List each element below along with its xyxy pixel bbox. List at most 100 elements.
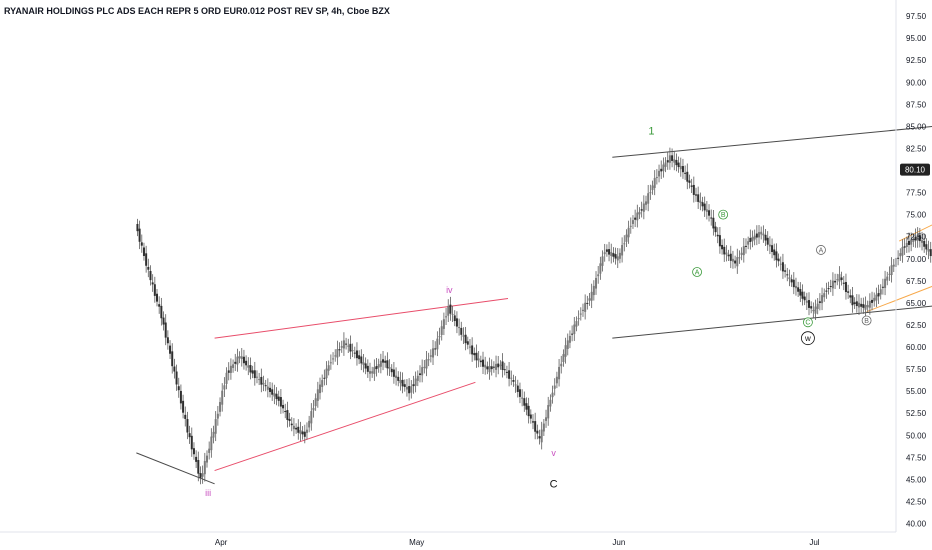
candle-body [503,369,506,371]
candle-body [177,386,180,391]
candle-body [603,252,606,255]
candle-body [768,244,771,247]
candle-body [527,405,530,417]
candle-body [601,256,604,266]
candle-body [186,419,189,433]
y-tick-label: 62.50 [906,321,927,330]
candle-body [821,295,824,304]
candle-body [599,263,602,274]
candle-body [629,225,632,227]
candle-body [460,327,463,335]
candle-body [575,321,578,327]
candle-body [751,236,754,242]
candle-body [749,237,752,243]
candle-body [140,242,143,246]
candle-body [334,355,337,357]
candle-body [314,398,317,407]
wave-label: A [819,247,824,254]
candle-body [147,266,150,270]
candle-body [529,414,532,419]
far-left-line-line[interactable] [136,452,215,485]
candle-body [349,343,352,352]
candle-body [655,177,658,179]
x-tick-label: May [409,538,424,547]
candle-body [740,252,743,255]
candle-body [501,361,504,370]
candle-body [453,315,456,322]
candle-body [260,376,263,385]
candle-body [760,231,763,235]
current-price-badge [900,163,930,176]
candle-body [195,456,198,462]
candle-body [747,241,750,245]
candle-body [214,419,217,434]
candle-body [888,273,891,275]
candle-body [531,421,534,423]
main-channel-lower-line[interactable] [612,237,932,339]
candle-body [725,252,728,255]
candle-body [558,366,561,380]
candle-body [612,253,615,257]
candle-body [860,303,863,307]
candle-body [779,263,782,265]
candle-body [866,305,869,308]
candle-body [397,376,400,381]
candle-body [831,280,834,289]
candle-body [668,155,671,163]
candle-body [164,322,167,338]
time-axis[interactable]: AprMayJunJulAugSep1422Oct1220Nov16Dec [0,531,932,547]
wave-label-circle [861,315,872,326]
candle-body [438,336,441,338]
candle-body [844,282,847,293]
candle-body [910,239,913,245]
price-axis[interactable]: 97.5095.0092.5090.0087.5085.0082.5080.00… [895,0,930,532]
candle-body [610,252,613,256]
candle-body [514,384,517,386]
candle-body [581,309,584,312]
candle-body [710,217,713,219]
candle-body [488,365,491,373]
candle-body [712,217,715,229]
candle-body [857,302,860,308]
triangle-upper-line[interactable] [214,297,509,339]
candle-body [847,291,850,293]
orange-channel-lower-line[interactable] [866,171,932,313]
candle-body [449,304,452,314]
candle-body [145,253,148,266]
y-tick-label: 97.50 [906,12,927,21]
candle-body [464,334,467,344]
wave-label: B [721,212,726,219]
candle-body [794,285,797,289]
candle-body [412,384,415,387]
candle-body [327,365,330,371]
candle-body [773,249,776,256]
triangle-lower-line[interactable] [214,381,476,472]
candle-body [408,386,411,394]
candle-body [649,192,652,194]
candle-body [799,289,802,296]
candle-body [518,389,521,397]
candle-body [684,172,687,174]
candle-body [390,368,393,373]
candle-body [694,194,697,196]
candle-body [645,201,648,205]
candle-body [923,240,926,247]
candle-body [303,431,306,437]
candle-body [153,284,156,296]
candle-body [777,258,780,262]
candle-body [881,286,884,288]
candle-body [625,234,628,242]
main-channel-upper-line[interactable] [612,60,932,158]
candle-body [671,155,674,161]
candle-body [816,303,819,309]
y-tick-label: 70.00 [906,255,927,264]
candle-body [499,364,502,366]
candle-body [525,403,528,410]
y-tick-label: 90.00 [906,78,927,87]
candle-body [399,380,402,384]
candle-body [734,260,737,264]
candle-body [166,337,169,344]
candle-body [182,400,185,413]
candle-body [175,371,178,385]
